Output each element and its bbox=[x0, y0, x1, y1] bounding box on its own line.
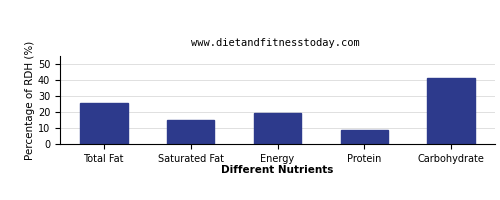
Y-axis label: Percentage of RDH (%): Percentage of RDH (%) bbox=[25, 40, 35, 160]
Text: www.dietandfitnesstoday.com: www.dietandfitnesstoday.com bbox=[190, 38, 360, 48]
Bar bbox=[166, 120, 214, 144]
Bar bbox=[340, 130, 388, 144]
Bar bbox=[254, 113, 302, 144]
Bar bbox=[428, 78, 475, 144]
Bar bbox=[80, 103, 128, 144]
X-axis label: Different Nutrients: Different Nutrients bbox=[222, 165, 334, 175]
